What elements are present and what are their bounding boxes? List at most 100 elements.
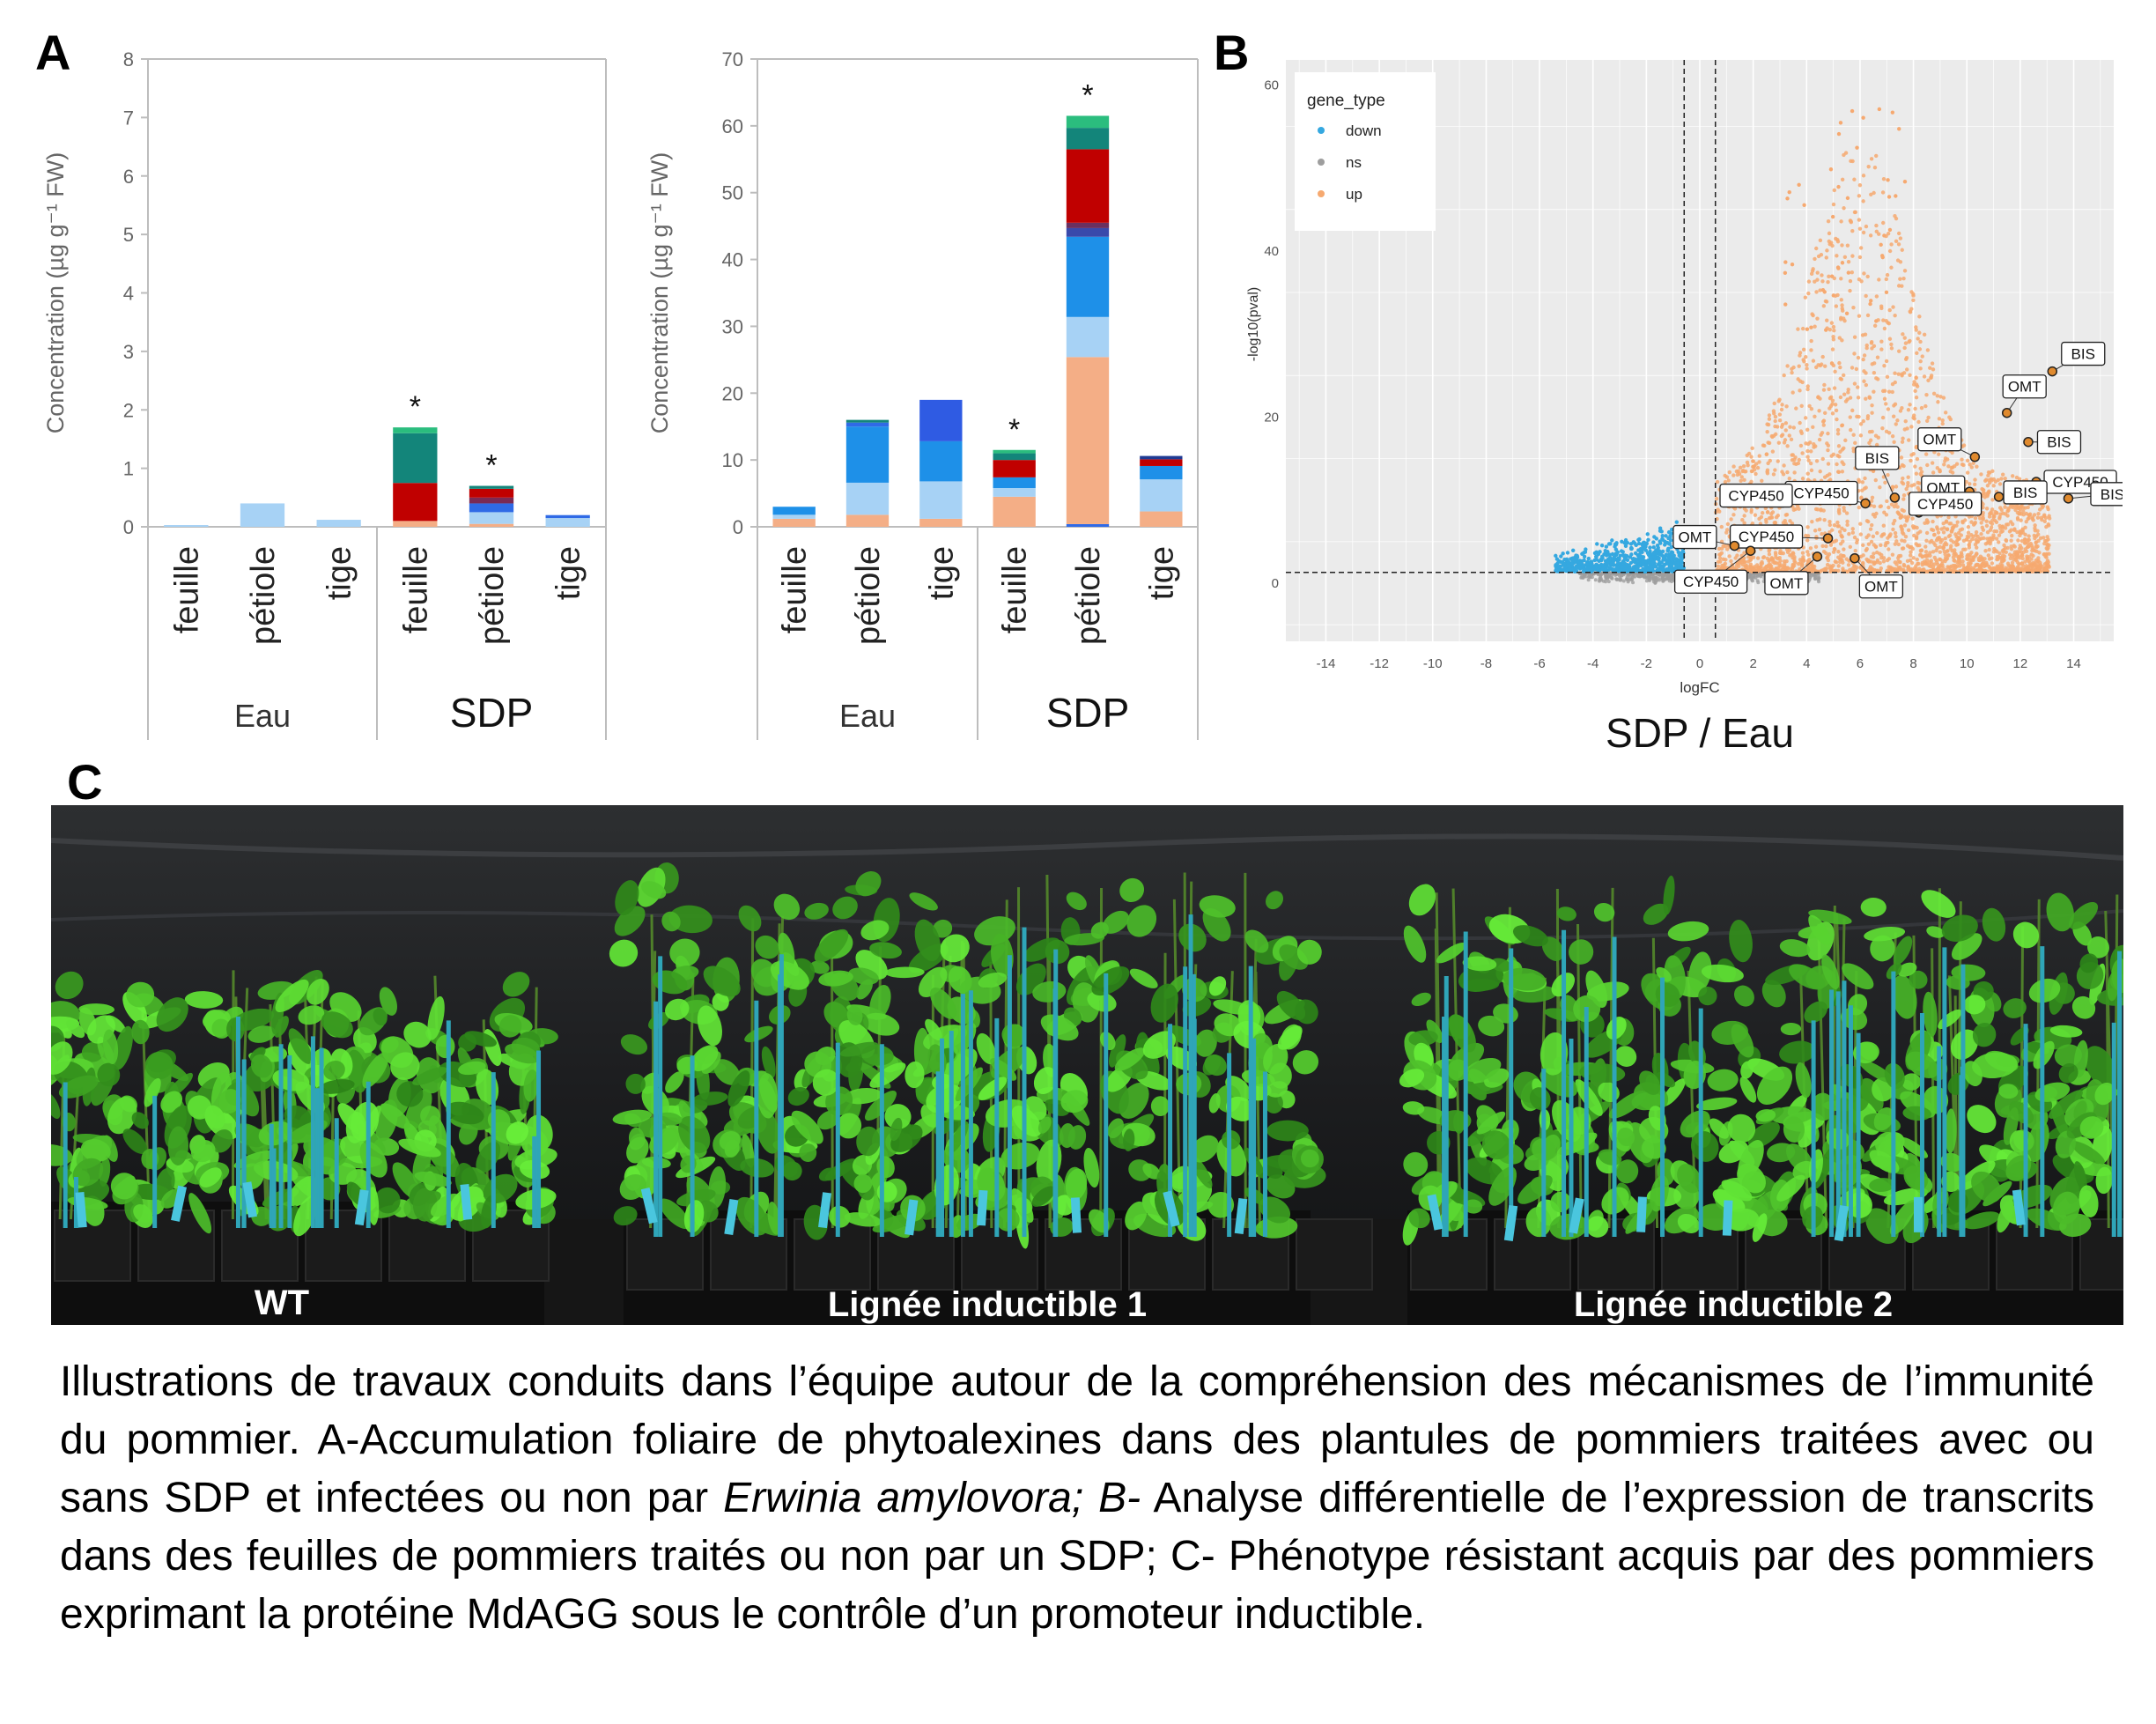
up-point — [1893, 402, 1898, 407]
up-point — [1925, 348, 1931, 352]
up-point — [1960, 563, 1966, 567]
gene-label: BIS — [1865, 450, 1889, 467]
up-point — [1987, 547, 1991, 552]
leaf — [321, 1011, 353, 1039]
up-point — [1889, 502, 1894, 507]
up-point — [1809, 449, 1813, 454]
up-point — [1864, 382, 1869, 388]
up-point — [1980, 486, 1984, 492]
up-point — [1993, 479, 1998, 484]
up-point — [1872, 389, 1876, 394]
gene-label-box — [1764, 571, 1809, 596]
up-point — [1820, 354, 1825, 359]
up-point — [2019, 550, 2024, 554]
up-point — [1874, 223, 1879, 228]
leaf — [498, 1015, 522, 1038]
up-point — [2040, 506, 2044, 510]
up-point — [1884, 402, 1888, 406]
ns-point — [1606, 580, 1611, 584]
up-point — [1846, 563, 1851, 567]
category-label: tige — [550, 546, 587, 600]
up-point — [1788, 519, 1792, 523]
down-point — [1594, 554, 1599, 559]
up-point — [1881, 318, 1886, 322]
up-point — [1878, 551, 1882, 556]
up-point — [1824, 328, 1828, 332]
leaf — [405, 1089, 432, 1131]
up-point — [1872, 551, 1876, 556]
up-point — [1779, 433, 1784, 439]
ns-point — [1661, 579, 1665, 583]
up-point — [1839, 533, 1843, 537]
up-point — [1870, 346, 1874, 351]
up-point — [1969, 520, 1974, 524]
up-point — [1982, 536, 1986, 540]
category-label: tige — [321, 546, 358, 600]
up-point — [1782, 373, 1786, 378]
down-point — [1559, 554, 1563, 559]
up-point — [1841, 539, 1845, 544]
up-point — [1759, 514, 1764, 520]
up-point — [2044, 551, 2049, 557]
bar-segment — [845, 482, 890, 515]
leaf — [288, 1176, 318, 1207]
up-point — [1946, 553, 1951, 558]
up-point — [2042, 519, 2047, 524]
up-point — [1881, 556, 1886, 560]
up-point — [1832, 328, 1836, 333]
up-point — [1864, 548, 1869, 552]
up-point — [1985, 536, 1990, 541]
up-point — [1830, 347, 1835, 351]
up-point — [1864, 293, 1868, 299]
up-point — [1974, 537, 1978, 542]
leaf — [502, 972, 530, 997]
up-point — [1880, 415, 1886, 420]
group-label: SDP — [1046, 690, 1130, 736]
up-point — [1957, 564, 1962, 568]
up-point — [1904, 519, 1909, 523]
gene-label-box — [2061, 341, 2106, 366]
down-point — [1669, 527, 1674, 532]
up-point — [1890, 389, 1894, 395]
pot — [1410, 1218, 1488, 1291]
down-point — [1658, 560, 1663, 566]
up-point — [1752, 463, 1757, 469]
up-point — [1924, 392, 1929, 397]
gene-label: OMT — [1770, 575, 1804, 592]
x-tick-label: -14 — [1317, 656, 1336, 671]
ns-point — [1627, 578, 1631, 582]
up-point — [2010, 474, 2015, 478]
up-point — [1973, 543, 1978, 547]
up-point — [1888, 532, 1893, 536]
up-point — [1909, 425, 1914, 429]
up-point — [1842, 553, 1846, 559]
panel-letter-c: C — [67, 754, 103, 810]
up-point — [1723, 561, 1728, 566]
up-point — [1880, 426, 1885, 431]
y-tick-label: 10 — [722, 449, 743, 471]
up-point — [1965, 458, 1970, 463]
up-point — [1828, 543, 1834, 547]
up-point — [1875, 355, 1880, 359]
up-point — [1882, 326, 1887, 331]
up-point — [1853, 440, 1857, 446]
up-point — [1827, 530, 1832, 535]
up-point — [1909, 553, 1913, 558]
up-point — [1731, 513, 1736, 517]
up-point — [1881, 176, 1886, 181]
leaf — [659, 1198, 690, 1230]
leaf — [380, 1103, 410, 1129]
down-point — [1610, 551, 1615, 557]
down-point — [1650, 568, 1655, 573]
up-point — [1836, 266, 1841, 270]
up-point — [1818, 469, 1822, 474]
up-point — [1831, 202, 1836, 207]
up-point — [1840, 303, 1844, 307]
up-point — [1874, 319, 1879, 323]
gene-label: OMT — [2008, 379, 2042, 396]
up-point — [1831, 293, 1836, 298]
up-point — [1901, 493, 1907, 498]
up-point — [1969, 465, 1975, 470]
down-point — [1583, 550, 1588, 554]
